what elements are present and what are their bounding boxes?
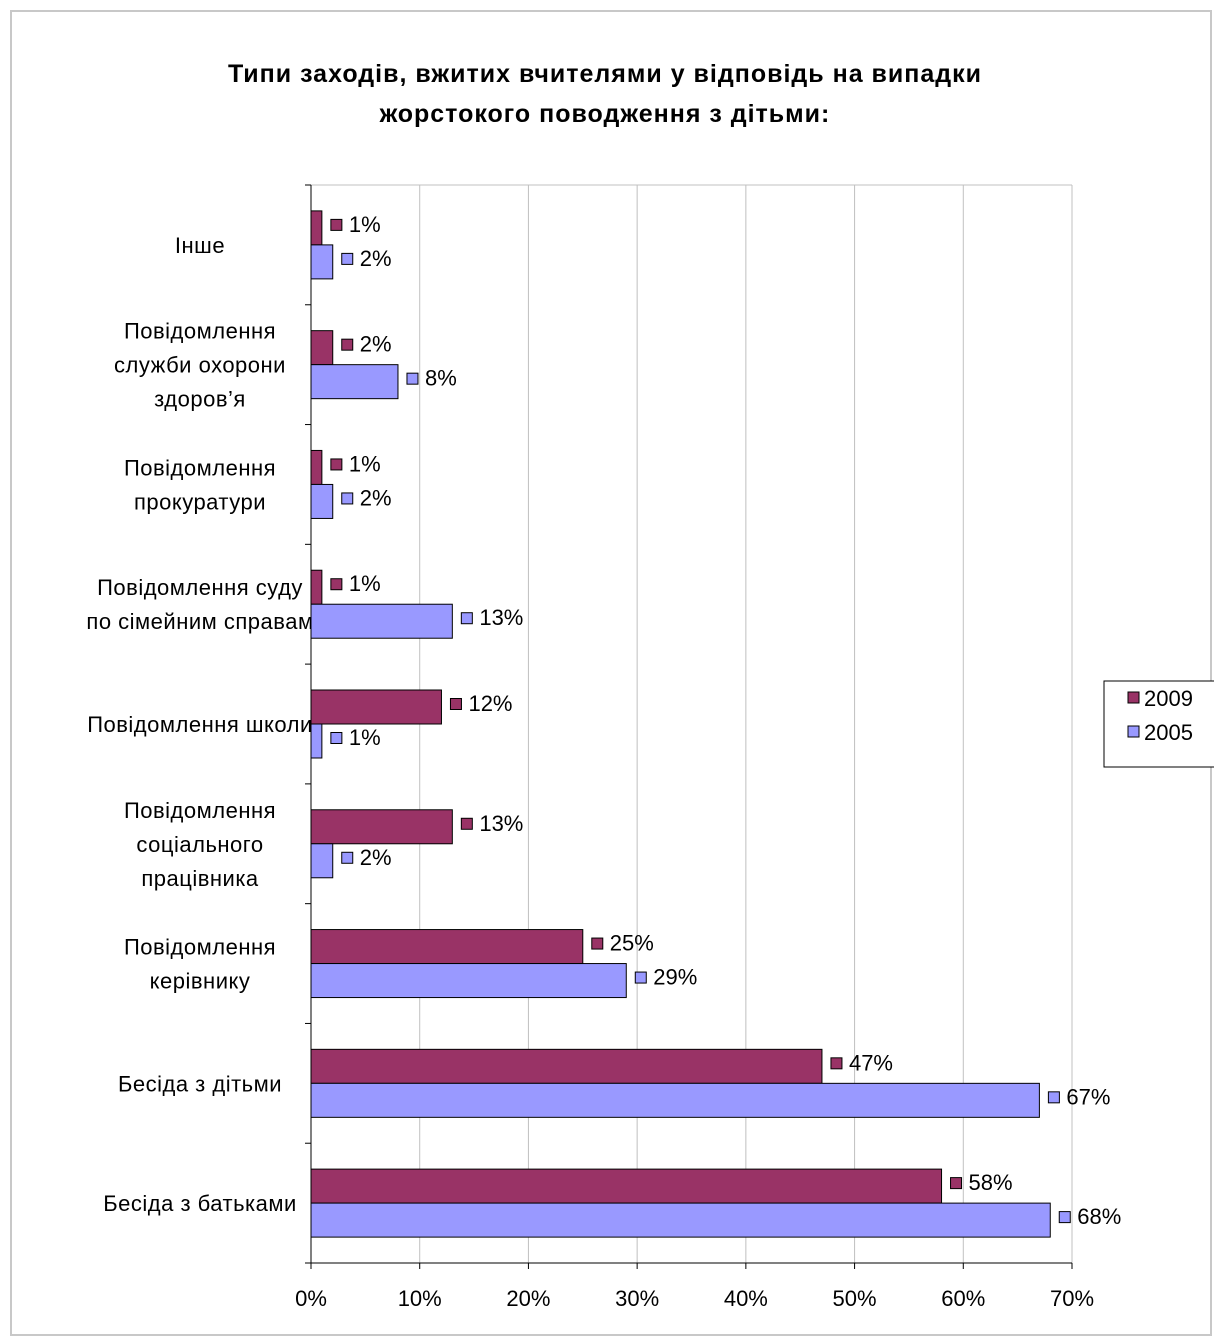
bar-2005[interactable]: [310, 483, 334, 519]
bar-2005[interactable]: [310, 1082, 1040, 1118]
bar-2005[interactable]: [310, 843, 334, 879]
bar-2005[interactable]: [310, 723, 323, 759]
data-label-key-2005: [460, 612, 473, 625]
category-label: Повідомлення школи: [87, 712, 313, 737]
bar-2005[interactable]: [310, 364, 399, 400]
bar-2009[interactable]: [310, 330, 334, 366]
data-label-key-2009: [950, 1177, 963, 1190]
data-label-key-2005: [341, 851, 354, 864]
data-label-key-2005: [1058, 1211, 1071, 1224]
x-tick-label: 40%: [724, 1286, 768, 1311]
x-tick-label: 20%: [506, 1286, 550, 1311]
data-label-2005: 8%: [425, 366, 457, 391]
data-label-2005: 2%: [360, 246, 392, 271]
data-label-key-2009: [460, 817, 473, 830]
legend-label-2005[interactable]: 2005: [1144, 720, 1193, 745]
data-label-2009: 25%: [610, 931, 654, 956]
data-label-2005: 13%: [479, 605, 523, 630]
bar-2005[interactable]: [310, 1202, 1051, 1238]
data-label-2009: 1%: [349, 451, 381, 476]
legend-box: [1103, 680, 1214, 768]
data-label-key-2005: [330, 732, 343, 744]
data-label-2005: 1%: [349, 725, 381, 750]
category-label: по сімейним справам: [86, 609, 313, 634]
legend-key-2009[interactable]: [1127, 691, 1140, 704]
x-tick-label: 50%: [833, 1286, 877, 1311]
category-label: Повідомлення: [124, 935, 276, 960]
data-label-key-2009: [449, 698, 462, 710]
data-label-2009: 13%: [479, 811, 523, 836]
data-label-2009: 58%: [969, 1170, 1013, 1195]
category-label: соціального: [136, 832, 263, 857]
data-label-key-2009: [330, 458, 343, 471]
data-label-key-2005: [341, 492, 354, 505]
data-label-2005: 2%: [360, 485, 392, 510]
chart-title-line: жорстокого поводження з дітьми:: [379, 100, 831, 128]
legend-label-2009[interactable]: 2009: [1144, 686, 1193, 711]
data-label-2009: 12%: [468, 691, 512, 716]
data-label-key-2009: [330, 578, 343, 591]
category-label: Повідомлення: [124, 455, 276, 480]
bar-2009[interactable]: [310, 929, 584, 965]
data-label-key-2009: [330, 218, 343, 231]
data-label-key-2005: [341, 252, 354, 265]
data-label-2009: 1%: [349, 571, 381, 596]
category-label: прокуратури: [134, 489, 266, 514]
data-label-2005: 29%: [653, 965, 697, 990]
category-label: Бесіда з батьками: [103, 1191, 297, 1216]
category-label: Повідомлення: [124, 319, 276, 344]
data-label-key-2009: [830, 1057, 843, 1070]
bar-2009[interactable]: [310, 1168, 943, 1204]
x-tick-label: 30%: [615, 1286, 659, 1311]
data-label-key-2005: [406, 372, 419, 385]
x-tick-label: 0%: [295, 1286, 327, 1311]
data-label-2005: 67%: [1066, 1084, 1110, 1109]
category-label: Бесіда з дітьми: [118, 1071, 282, 1096]
category-label: керівнику: [150, 969, 251, 994]
bar-2009[interactable]: [310, 210, 323, 246]
data-label-key-2005: [634, 971, 647, 984]
bar-2005[interactable]: [310, 603, 453, 639]
data-label-2005: 2%: [360, 845, 392, 870]
data-label-2009: 47%: [849, 1050, 893, 1075]
data-label-key-2009: [591, 937, 604, 950]
bar-2009[interactable]: [310, 449, 323, 485]
legend-key-2005[interactable]: [1127, 725, 1140, 738]
bar-2009[interactable]: [310, 809, 453, 845]
category-label: служби охорони: [114, 353, 286, 378]
category-label: Повідомлення: [124, 798, 276, 823]
bar-2009[interactable]: [310, 689, 442, 725]
category-label: Інше: [175, 233, 225, 258]
bar-2005[interactable]: [310, 244, 334, 280]
category-label: Повідомлення суду: [97, 575, 303, 600]
data-label-2009: 1%: [349, 212, 381, 237]
data-label-2005: 68%: [1077, 1204, 1121, 1229]
x-tick-label: 70%: [1050, 1286, 1094, 1311]
data-label-key-2009: [341, 338, 354, 351]
chart-title-line: Типи заходів, вжитих вчителями у відпові…: [228, 60, 982, 88]
data-label-2009: 2%: [360, 332, 392, 357]
x-tick-label: 60%: [941, 1286, 985, 1311]
bar-2009[interactable]: [310, 1048, 823, 1084]
x-tick-label: 10%: [398, 1286, 442, 1311]
bar-2009[interactable]: [310, 569, 323, 605]
data-label-key-2005: [1047, 1091, 1060, 1104]
category-label: працівника: [141, 866, 259, 891]
category-label: здоров’я: [154, 387, 246, 412]
bar-2005[interactable]: [310, 963, 627, 999]
